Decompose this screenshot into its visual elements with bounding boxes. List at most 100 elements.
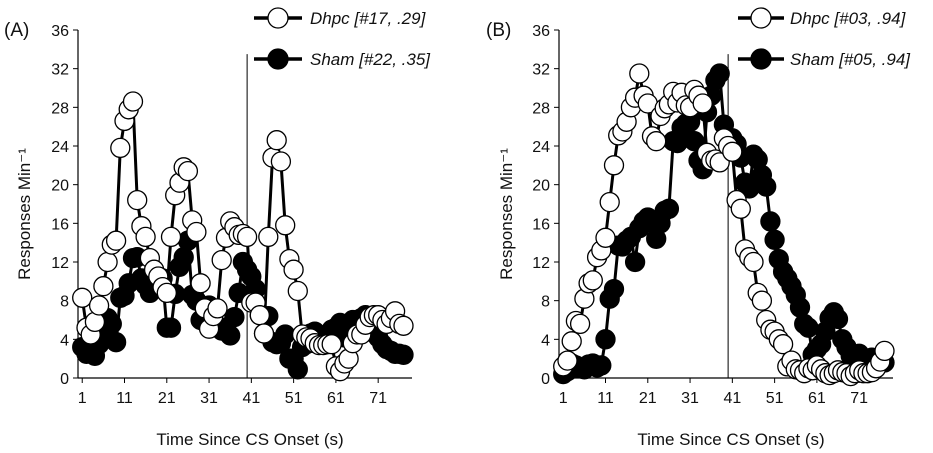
panel-a-legend-dhpc-marker xyxy=(267,7,289,29)
panel-a-sham-point xyxy=(224,306,245,328)
panel-b-dhpc-point xyxy=(722,141,743,162)
panel-b-y-tick-label: 28 xyxy=(532,100,550,117)
panel-a-y-tick-label: 28 xyxy=(51,100,69,117)
panel-a-y-tick-label: 24 xyxy=(51,139,69,156)
panel-b-sham-point xyxy=(789,297,811,318)
panel-a-dhpc-point xyxy=(253,323,275,344)
panel-a-dhpc-point xyxy=(160,226,182,248)
panel-b-x-tick-label: 41 xyxy=(723,390,741,407)
panel-b-legend-dhpc-marker xyxy=(750,7,772,29)
panel-b-x-axis-title: Time Since CS Onset (s) xyxy=(637,430,824,449)
panel-b-dhpc-point xyxy=(751,290,773,311)
panel-a-panel-label: (A) xyxy=(4,20,29,41)
panel-a-dhpc-point xyxy=(177,160,199,182)
panel-b-y-tick-label: 8 xyxy=(541,294,550,311)
panel-a-dhpc-point xyxy=(72,287,93,308)
panel-b-sham-point xyxy=(827,308,849,330)
panel-b-sham-point xyxy=(760,211,781,232)
panel-b-sham-point xyxy=(798,317,819,338)
panel-a-dhpc-point xyxy=(266,130,287,151)
panel-a-legend-dhpc-label: Dhpc [#17, .29] xyxy=(310,9,427,28)
panel-a-x-tick-label: 21 xyxy=(158,390,176,407)
panel-b-y-tick-label: 0 xyxy=(541,371,550,388)
panel-b-sham-point xyxy=(658,198,680,219)
panel-a-y-tick-label: 8 xyxy=(60,294,69,311)
panel-b-y-tick-label: 12 xyxy=(532,255,550,272)
panel-b-dhpc-point xyxy=(599,191,620,213)
panel-a-x-tick-label: 11 xyxy=(116,390,133,407)
panel-b-sham-point xyxy=(591,355,612,376)
panel-b-x-tick-label: 61 xyxy=(808,390,826,407)
panel-b-sham-point xyxy=(595,329,616,350)
panel-a-x-tick-label: 51 xyxy=(285,390,303,407)
panel-b-legend-dhpc-label: Dhpc [#03, .94] xyxy=(790,9,907,28)
panel-b-dhpc-point xyxy=(582,270,603,291)
panel-a-dhpc-point xyxy=(97,251,118,273)
panel-b-y-tick-label: 36 xyxy=(532,23,550,40)
panel-b-x-tick-label: 1 xyxy=(559,390,568,407)
panel-b-legend-sham-label: Sham [#05, .94] xyxy=(790,50,911,69)
panel-b-panel-label: (B) xyxy=(486,20,511,41)
panel-b-dhpc-point xyxy=(874,340,895,362)
panel-a-dhpc-point xyxy=(207,298,228,319)
panel-a-dhpc-point xyxy=(249,305,270,326)
panel-b-sham-point xyxy=(624,251,646,273)
panel-b-dhpc-point xyxy=(692,93,713,114)
panel-a-dhpc-point xyxy=(110,137,131,159)
panel-a-sham-point xyxy=(393,344,414,365)
panel-b-y-tick-label: 4 xyxy=(541,332,550,349)
panel-b-dhpc-point xyxy=(569,313,591,335)
panel-b-y-tick-label: 16 xyxy=(532,216,550,233)
panel-b-dhpc-point xyxy=(629,63,650,84)
panel-b-y-tick-label: 24 xyxy=(532,139,550,156)
panel-b-y-tick-label: 20 xyxy=(532,178,550,195)
panel-b-sham-point xyxy=(709,63,730,84)
panel-a-dhpc-point xyxy=(156,282,177,304)
panel-a-dhpc-point xyxy=(135,226,156,248)
panel-b-dhpc-point xyxy=(603,155,625,176)
panel-b-x-tick-label: 51 xyxy=(766,390,784,407)
panel-a-dhpc-point xyxy=(287,280,308,302)
panel-a-y-axis-title: Responses Min⁻¹ xyxy=(15,148,34,280)
panel-a-dhpc-point xyxy=(270,151,292,172)
panel-a-dhpc-point xyxy=(105,230,127,251)
panel-a-x-tick-label: 41 xyxy=(242,390,260,407)
panel-a-x-axis-title: Time Since CS Onset (s) xyxy=(156,430,343,449)
panel-b-sham-point xyxy=(684,131,705,152)
panel-a-dhpc-point xyxy=(186,221,207,243)
panel-b-sham-point xyxy=(764,229,785,250)
panel-b-y-axis-title: Responses Min⁻¹ xyxy=(497,148,516,280)
panel-b-dhpc-point xyxy=(595,227,616,248)
panel-a-x-tick-label: 61 xyxy=(327,390,345,407)
panel-b-sham-point xyxy=(603,278,625,300)
panel-b-dhpc-point xyxy=(772,334,794,355)
panel-a-sham-point xyxy=(173,247,194,268)
panel-a-y-tick-label: 32 xyxy=(51,62,69,79)
panel-a-sham-point xyxy=(275,324,296,345)
panel-a-dhpc-point xyxy=(127,189,148,211)
panel-b-x-tick-label: 21 xyxy=(639,390,657,407)
panel-a-y-tick-label: 36 xyxy=(51,23,69,40)
panel-a-y-tick-label: 0 xyxy=(60,371,69,388)
panel-a-dhpc-point xyxy=(93,276,114,297)
panel-a-sham-point xyxy=(160,317,182,338)
panel-a-x-tick-label: 71 xyxy=(369,390,387,407)
panel-a-x-tick-label: 31 xyxy=(200,390,218,407)
panel-a-dhpc-point xyxy=(236,226,258,248)
panel-a-sham-point xyxy=(101,313,122,335)
panel-a-x-tick-label: 1 xyxy=(78,390,87,407)
panel-b-dhpc-point xyxy=(561,331,582,352)
panel-b-dhpc-point xyxy=(557,350,578,371)
panel-b-x-tick-label: 11 xyxy=(597,390,614,407)
panel-b-sham-point xyxy=(756,176,777,197)
panel-a-y-tick-label: 20 xyxy=(51,178,69,195)
panel-a-dhpc-point xyxy=(393,315,414,336)
panel-b-x-tick-label: 71 xyxy=(850,390,868,407)
panel-a-y-tick-label: 4 xyxy=(60,332,69,349)
panel-b-dhpc-point xyxy=(730,198,751,219)
panel-b-dhpc-point xyxy=(646,131,667,152)
panel-b-x-tick-label: 31 xyxy=(681,390,699,407)
panel-a-y-tick-label: 16 xyxy=(51,216,69,233)
